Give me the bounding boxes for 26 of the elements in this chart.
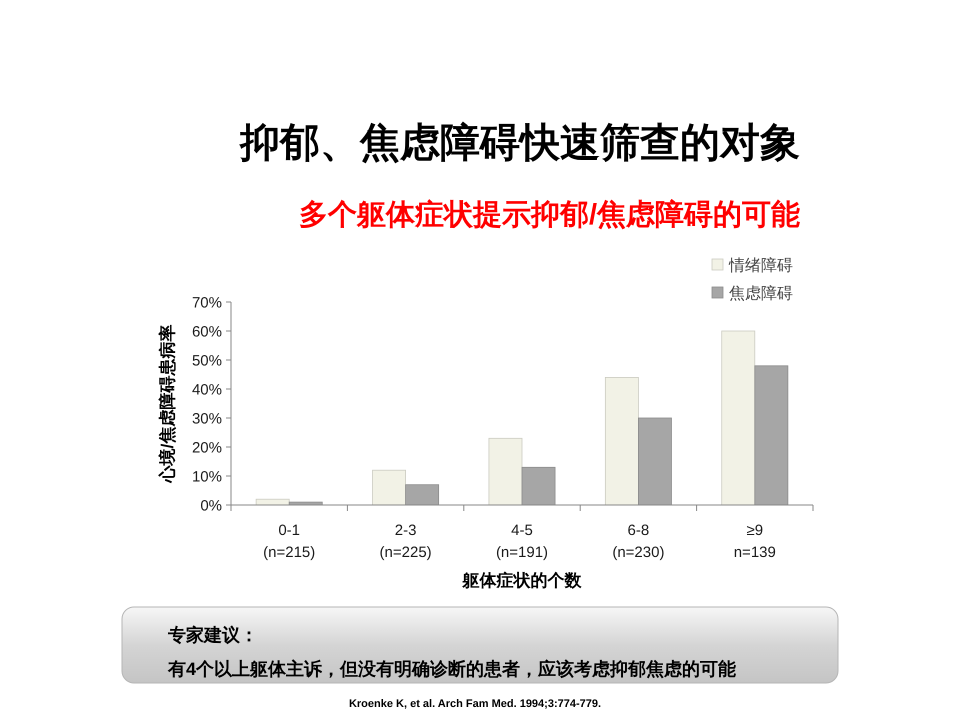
x-axis-title: 躯体症状的个数 — [462, 571, 582, 590]
bar — [604, 377, 639, 506]
legend-label: 焦虑障碍 — [729, 284, 793, 303]
y-tick-label: 0% — [200, 497, 222, 514]
y-tick-label: 40% — [192, 381, 222, 398]
y-tick-label: 10% — [192, 468, 222, 486]
chart-subtitle: 多个躯体症状提示抑郁/焦虑障碍的可能 — [298, 198, 800, 231]
bar — [372, 470, 406, 506]
x-tick-label: 4-5 (n=191) — [496, 522, 548, 561]
x-tick-label: ≥9 n=139 — [734, 522, 776, 561]
y-axis-title: 心境/焦虑障碍患病率 — [158, 324, 177, 484]
y-tick-label: 60% — [192, 323, 222, 340]
text: 有4个以上躯体主诉，但没有明确诊断的患者，应该考虑抑郁焦虑的可能 — [167, 659, 736, 679]
text: 专家建议： — [167, 625, 258, 645]
y-tick-label: 50% — [192, 352, 222, 370]
y-tick-label: 30% — [192, 410, 222, 428]
x-tick-label: 6-8 (n=230) — [612, 522, 664, 561]
x-tick-label: 0-1 (n=215) — [263, 522, 316, 561]
y-tick-label: 70% — [192, 294, 222, 312]
bar — [488, 438, 522, 506]
y-tick-label: 20% — [192, 439, 222, 456]
bar — [721, 330, 756, 506]
text: Kroenke K, et al. Arch Fam Med. 1994;3:774-779. — [348, 698, 602, 710]
chart-title: 抑郁、焦虑障碍快速筛查的对象 — [239, 121, 800, 165]
legend-label: 情绪障碍 — [728, 256, 793, 275]
x-tick-label: 2-3 (n=225) — [380, 522, 432, 561]
